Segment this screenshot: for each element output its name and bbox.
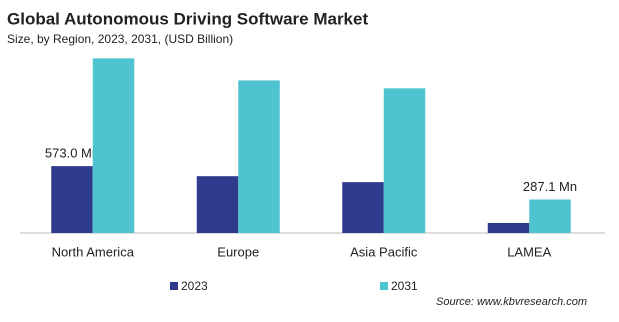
x-tick-label: North America: [52, 244, 135, 259]
chart-title: Global Autonomous Driving Software Marke…: [7, 9, 368, 28]
legend-swatch: [170, 282, 178, 290]
value-label: 287.1 Mn: [523, 179, 577, 194]
bar: [196, 176, 239, 233]
legend-swatch: [380, 282, 388, 290]
bar: [487, 222, 530, 233]
legend-label: 2023: [181, 279, 208, 293]
chart-subtitle: Size, by Region, 2023, 2031, (USD Billio…: [7, 32, 233, 46]
legend-label: 2031: [391, 279, 418, 293]
x-tick-label: Europe: [217, 244, 259, 259]
bar: [92, 58, 135, 233]
bar: [51, 166, 93, 233]
x-tick-label: LAMEA: [507, 244, 551, 259]
bar: [383, 88, 426, 233]
bar: [342, 182, 384, 233]
bar: [529, 199, 571, 233]
x-tick-label: Asia Pacific: [350, 244, 418, 259]
bar: [238, 80, 280, 234]
value-label: 573.0 Mn: [45, 146, 99, 161]
source: Source: www.kbvresearch.com: [436, 296, 587, 308]
